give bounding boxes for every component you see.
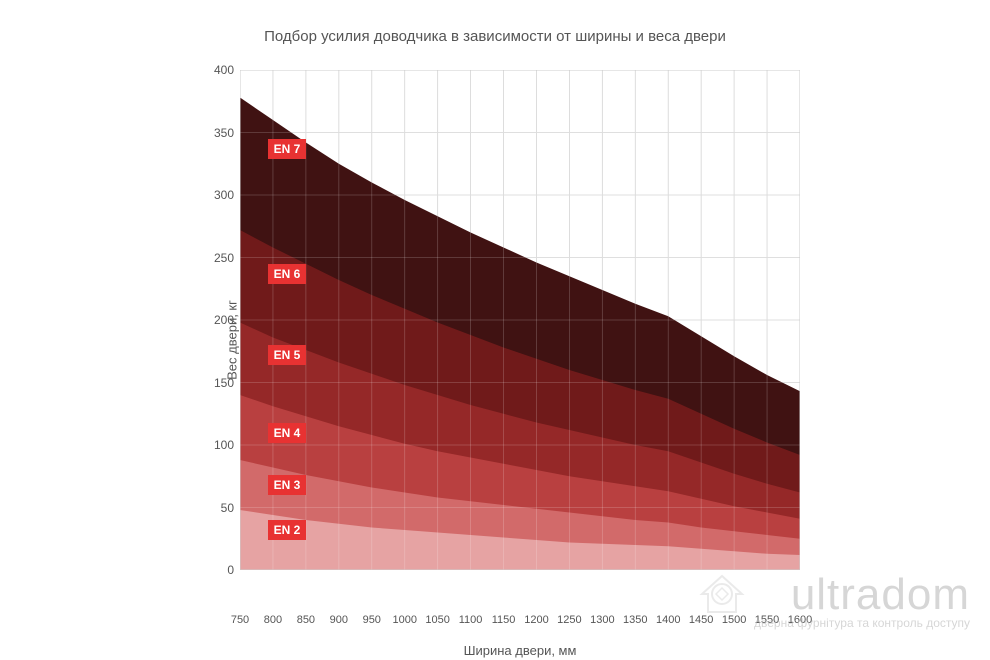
house-icon <box>694 564 750 620</box>
x-tick-label: 1150 <box>492 614 516 626</box>
x-tick-label: 850 <box>297 614 315 626</box>
en-band-label: EN 5 <box>268 345 307 365</box>
x-tick-label: 1000 <box>392 614 416 626</box>
x-tick-label: 1250 <box>557 614 581 626</box>
y-tick-label: 200 <box>204 313 234 327</box>
watermark: ultradom дверна фурнітура та контроль до… <box>754 570 970 630</box>
watermark-subtext: дверна фурнітура та контроль доступу <box>754 616 970 630</box>
y-tick-label: 400 <box>204 63 234 77</box>
x-tick-label: 1400 <box>656 614 680 626</box>
x-tick-label: 750 <box>231 614 249 626</box>
x-tick-label: 1100 <box>459 614 483 626</box>
x-tick-label: 800 <box>264 614 282 626</box>
y-tick-label: 300 <box>204 188 234 202</box>
watermark-text: ultradom <box>791 570 970 620</box>
x-tick-label: 1050 <box>425 614 449 626</box>
y-tick-label: 350 <box>204 126 234 140</box>
x-tick-label: 1350 <box>623 614 647 626</box>
en-band-label: EN 3 <box>268 475 307 495</box>
y-tick-label: 150 <box>204 376 234 390</box>
x-tick-label: 1300 <box>590 614 614 626</box>
x-tick-label: 950 <box>363 614 381 626</box>
chart-area: Вес двери, кг 050100150200250300350400 7… <box>240 70 800 610</box>
en-band-label: EN 7 <box>268 139 307 159</box>
y-tick-label: 0 <box>204 563 234 577</box>
y-tick-label: 100 <box>204 438 234 452</box>
en-band-label: EN 6 <box>268 264 307 284</box>
chart-svg <box>240 70 800 570</box>
en-band-label: EN 4 <box>268 423 307 443</box>
x-tick-label: 900 <box>330 614 348 626</box>
y-tick-label: 50 <box>204 501 234 515</box>
y-tick-label: 250 <box>204 251 234 265</box>
chart-title: Подбор усилия доводчика в зависимости от… <box>0 28 990 45</box>
chart-container: Подбор усилия доводчика в зависимости от… <box>0 0 990 660</box>
en-band-label: EN 2 <box>268 520 307 540</box>
x-tick-label: 1200 <box>524 614 548 626</box>
x-axis-label: Ширина двери, мм <box>464 643 577 658</box>
